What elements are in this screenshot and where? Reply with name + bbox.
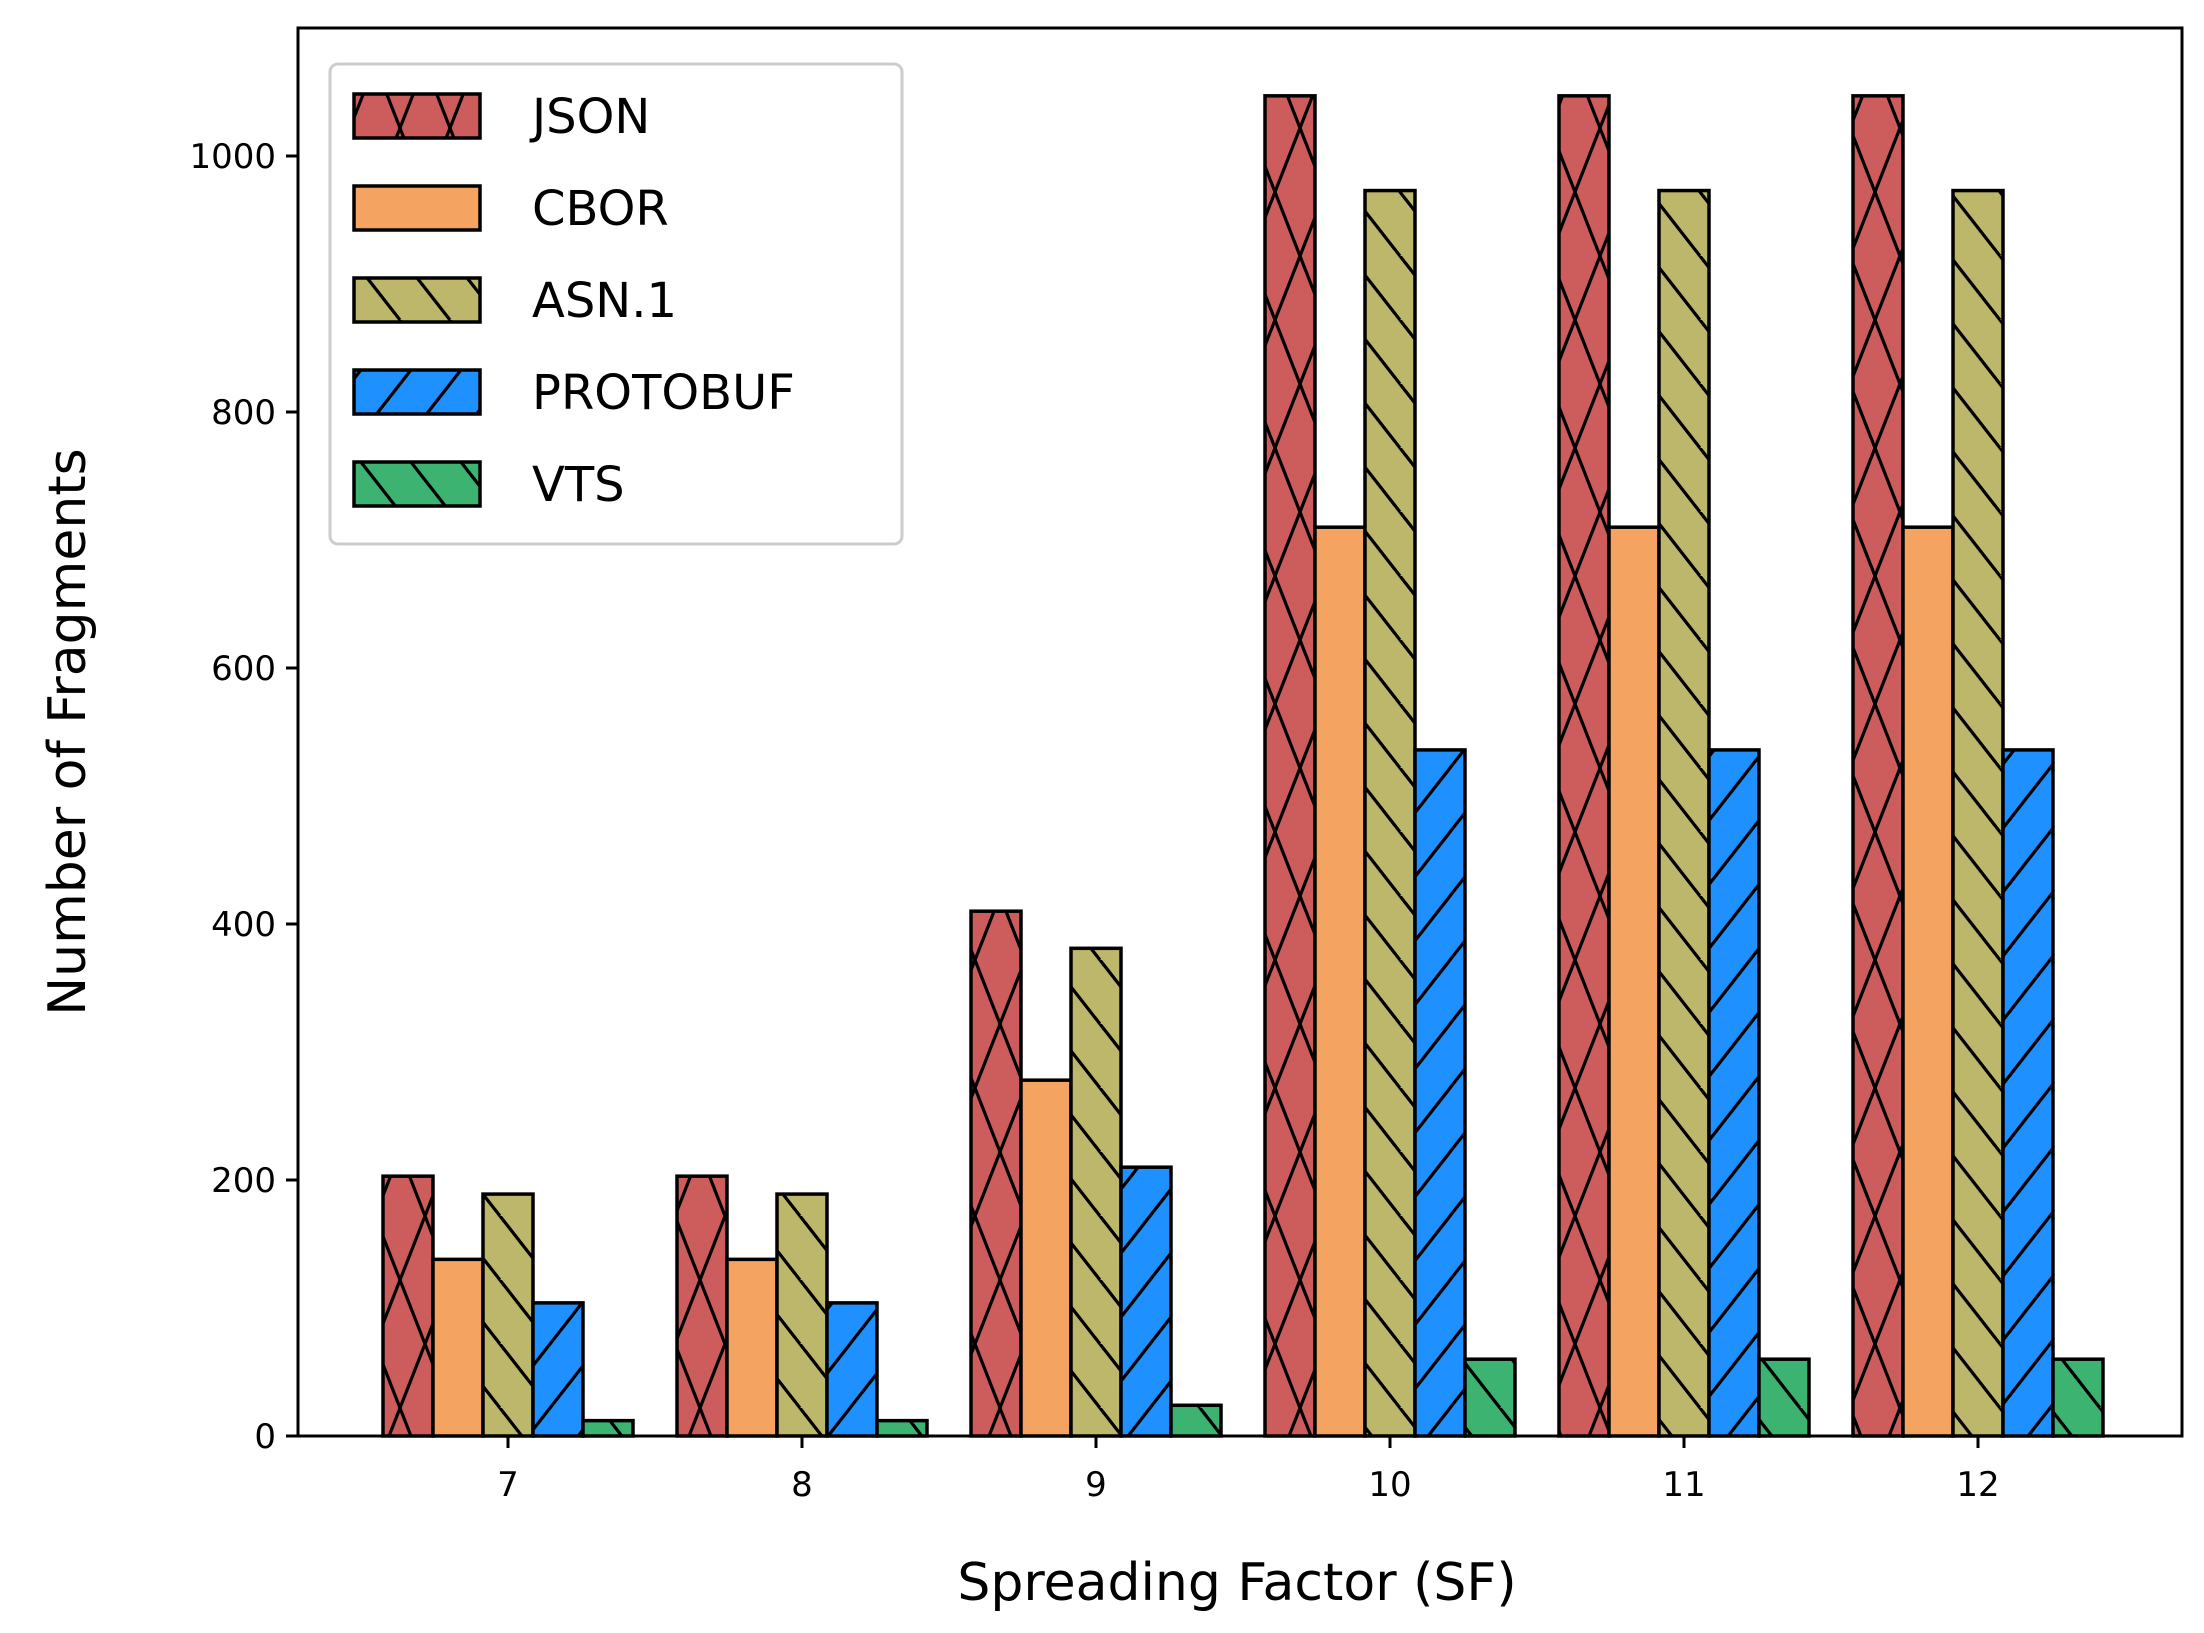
bar-hatch-protobuf-11 xyxy=(1709,749,1759,1436)
bar-hatch-protobuf-8 xyxy=(827,1302,877,1436)
y-tick-label: 800 xyxy=(211,393,276,433)
legend-swatch-hatch-json xyxy=(354,94,480,138)
bar-hatch-asn1-7 xyxy=(483,1194,533,1436)
x-tick-label: 7 xyxy=(497,1465,519,1505)
legend-swatch-hatch-asn1 xyxy=(354,278,480,322)
x-axis-label: Spreading Factor (SF) xyxy=(957,1553,1516,1613)
legend-label-json: JSON xyxy=(529,89,650,145)
bar-hatch-protobuf-9 xyxy=(1121,1167,1171,1436)
x-tick-label: 10 xyxy=(1368,1465,1411,1505)
bar-hatch-protobuf-10 xyxy=(1415,749,1465,1436)
bar-hatch-json-12 xyxy=(1853,95,1903,1437)
legend-swatch-hatch-vts xyxy=(354,462,480,506)
bar-hatch-vts-7 xyxy=(583,1420,633,1436)
bar-hatch-json-10 xyxy=(1265,95,1315,1437)
axes-layer: 0 200 400 600 800 1000 7 8 9 10 11 12 Spreading Fact… xyxy=(38,26,2184,1613)
y-tick-label: 0 xyxy=(254,1417,276,1457)
bar-hatch-vts-11 xyxy=(1759,1359,1809,1436)
legend-label-protobuf: PROTOBUF xyxy=(532,365,795,421)
bar-cbor-8 xyxy=(727,1259,777,1436)
y-tick-label: 1000 xyxy=(189,137,276,177)
legend-label-cbor: CBOR xyxy=(532,181,669,237)
legend-swatch-outline-asn1 xyxy=(352,276,482,324)
bar-hatch-asn1-10 xyxy=(1365,190,1415,1436)
legend-swatch-hatch-protobuf xyxy=(354,370,480,414)
y-tick-label: 200 xyxy=(211,1161,276,1201)
legend-swatch-outline-protobuf xyxy=(352,368,482,416)
bar-hatch-json-11 xyxy=(1559,95,1609,1437)
bar-cbor-11 xyxy=(1609,527,1659,1436)
x-tick-label: 8 xyxy=(791,1465,813,1505)
bar-hatch-json-7 xyxy=(383,1176,433,1436)
bar-hatch-asn1-11 xyxy=(1659,190,1709,1436)
bar-hatch-protobuf-12 xyxy=(2003,749,2053,1436)
bar-hatch-asn1-12 xyxy=(1953,190,2003,1436)
bar-cbor-12 xyxy=(1903,527,1953,1436)
bar-hatch-vts-8 xyxy=(877,1420,927,1436)
bar-hatch-asn1-9 xyxy=(1071,948,1121,1436)
bar-hatch-asn1-8 xyxy=(777,1194,827,1436)
bar-hatch-json-9 xyxy=(971,911,1021,1436)
y-tick-label: 400 xyxy=(211,905,276,945)
legend-label-vts: VTS xyxy=(532,457,625,513)
bar-cbor-9 xyxy=(1021,1080,1071,1436)
x-tick-label: 11 xyxy=(1662,1465,1705,1505)
legend: JSON CBOR ASN.1 PROTOBUF VTS xyxy=(328,62,904,546)
bars-layer xyxy=(381,94,2105,1438)
bar-hatch-vts-12 xyxy=(2053,1359,2103,1436)
legend-label-asn1: ASN.1 xyxy=(532,273,677,329)
x-tick-label: 9 xyxy=(1085,1465,1107,1505)
x-tick-label: 12 xyxy=(1956,1465,1999,1505)
bar-hatch-json-8 xyxy=(677,1176,727,1436)
y-axis-label: Number of Fragments xyxy=(38,448,98,1016)
legend-swatch-outline-cbor xyxy=(352,184,482,232)
bar-hatch-vts-9 xyxy=(1171,1405,1221,1436)
bar-cbor-7 xyxy=(433,1259,483,1436)
bar-cbor-10 xyxy=(1315,527,1365,1436)
plot-frame xyxy=(296,26,2184,1438)
y-tick-label: 600 xyxy=(211,649,276,689)
bar-hatch-vts-10 xyxy=(1465,1359,1515,1436)
bar-hatch-protobuf-7 xyxy=(533,1302,583,1436)
legend-swatch-cbor xyxy=(354,186,480,230)
legend-swatch-outline-json xyxy=(352,92,482,140)
legend-swatch-outline-vts xyxy=(352,460,482,508)
legend-box xyxy=(328,62,904,546)
